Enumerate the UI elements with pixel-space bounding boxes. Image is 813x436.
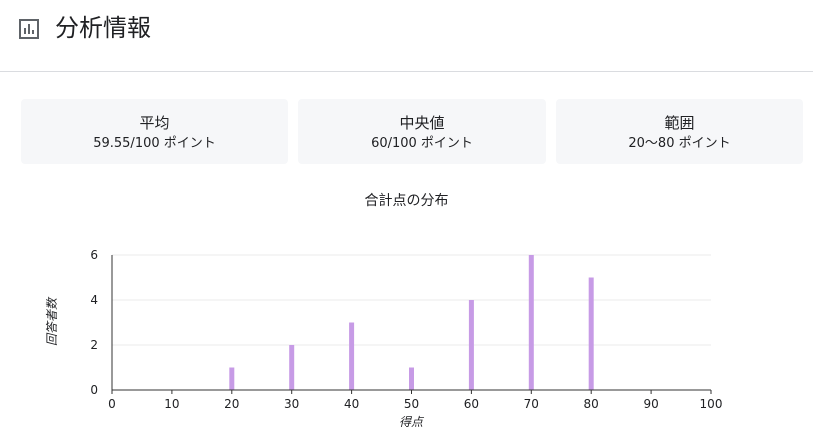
y-tick-label: 2: [90, 338, 98, 352]
score-distribution-chart: 合計点の分布 0 2 4 6 0 10 20 30 40 50 60 70 80 90 100 得点 回答者…: [0, 180, 813, 436]
y-tick-label: 0: [90, 383, 98, 397]
bar-score-20[interactable]: [229, 367, 235, 391]
stat-label-median: 中央値: [399, 114, 445, 132]
x-tick-label: 10: [164, 397, 179, 411]
x-tick-label: 70: [524, 397, 539, 411]
stat-value-median: 60/100 ポイント: [371, 136, 473, 151]
bar-score-50[interactable]: [409, 367, 414, 391]
analytics-header: 分析情報: [0, 0, 813, 72]
stat-label-average: 平均: [139, 114, 170, 132]
x-tick-label: 50: [404, 397, 419, 411]
bar-chart-icon: [19, 19, 39, 39]
bar-score-30[interactable]: [289, 345, 295, 390]
y-tick-label: 6: [90, 248, 98, 262]
y-tick-label: 4: [90, 293, 98, 307]
bar-score-60[interactable]: [468, 300, 474, 390]
stat-card-average: 平均 59.55/100 ポイント: [21, 99, 288, 164]
bar-score-70[interactable]: [528, 255, 534, 390]
stat-value-range: 20〜80 ポイント: [628, 136, 731, 151]
y-axis-label: 回答者数: [45, 296, 59, 346]
x-tick-label: 20: [224, 397, 239, 411]
x-tick-label: 0: [108, 397, 116, 411]
bar-score-80[interactable]: [588, 277, 594, 391]
stat-card-median: 中央値 60/100 ポイント: [298, 99, 546, 164]
grid-layer: [112, 254, 711, 346]
x-tick-label: 60: [464, 397, 479, 411]
page-title: 分析情報: [55, 14, 151, 42]
stat-label-range: 範囲: [664, 114, 695, 132]
stat-value-average: 59.55/100 ポイント: [93, 136, 216, 151]
x-tick-label: 80: [584, 397, 599, 411]
x-tick-label: 90: [643, 397, 658, 411]
chart-title: 合計点の分布: [364, 193, 449, 209]
x-axis-label: 得点: [399, 415, 425, 429]
bar-layer: [229, 255, 594, 391]
x-tick-label: 100: [700, 397, 723, 411]
stat-card-range: 範囲 20〜80 ポイント: [556, 99, 803, 164]
x-tick-label: 30: [284, 397, 299, 411]
x-tick-label: 40: [344, 397, 359, 411]
bar-score-40[interactable]: [349, 322, 355, 391]
